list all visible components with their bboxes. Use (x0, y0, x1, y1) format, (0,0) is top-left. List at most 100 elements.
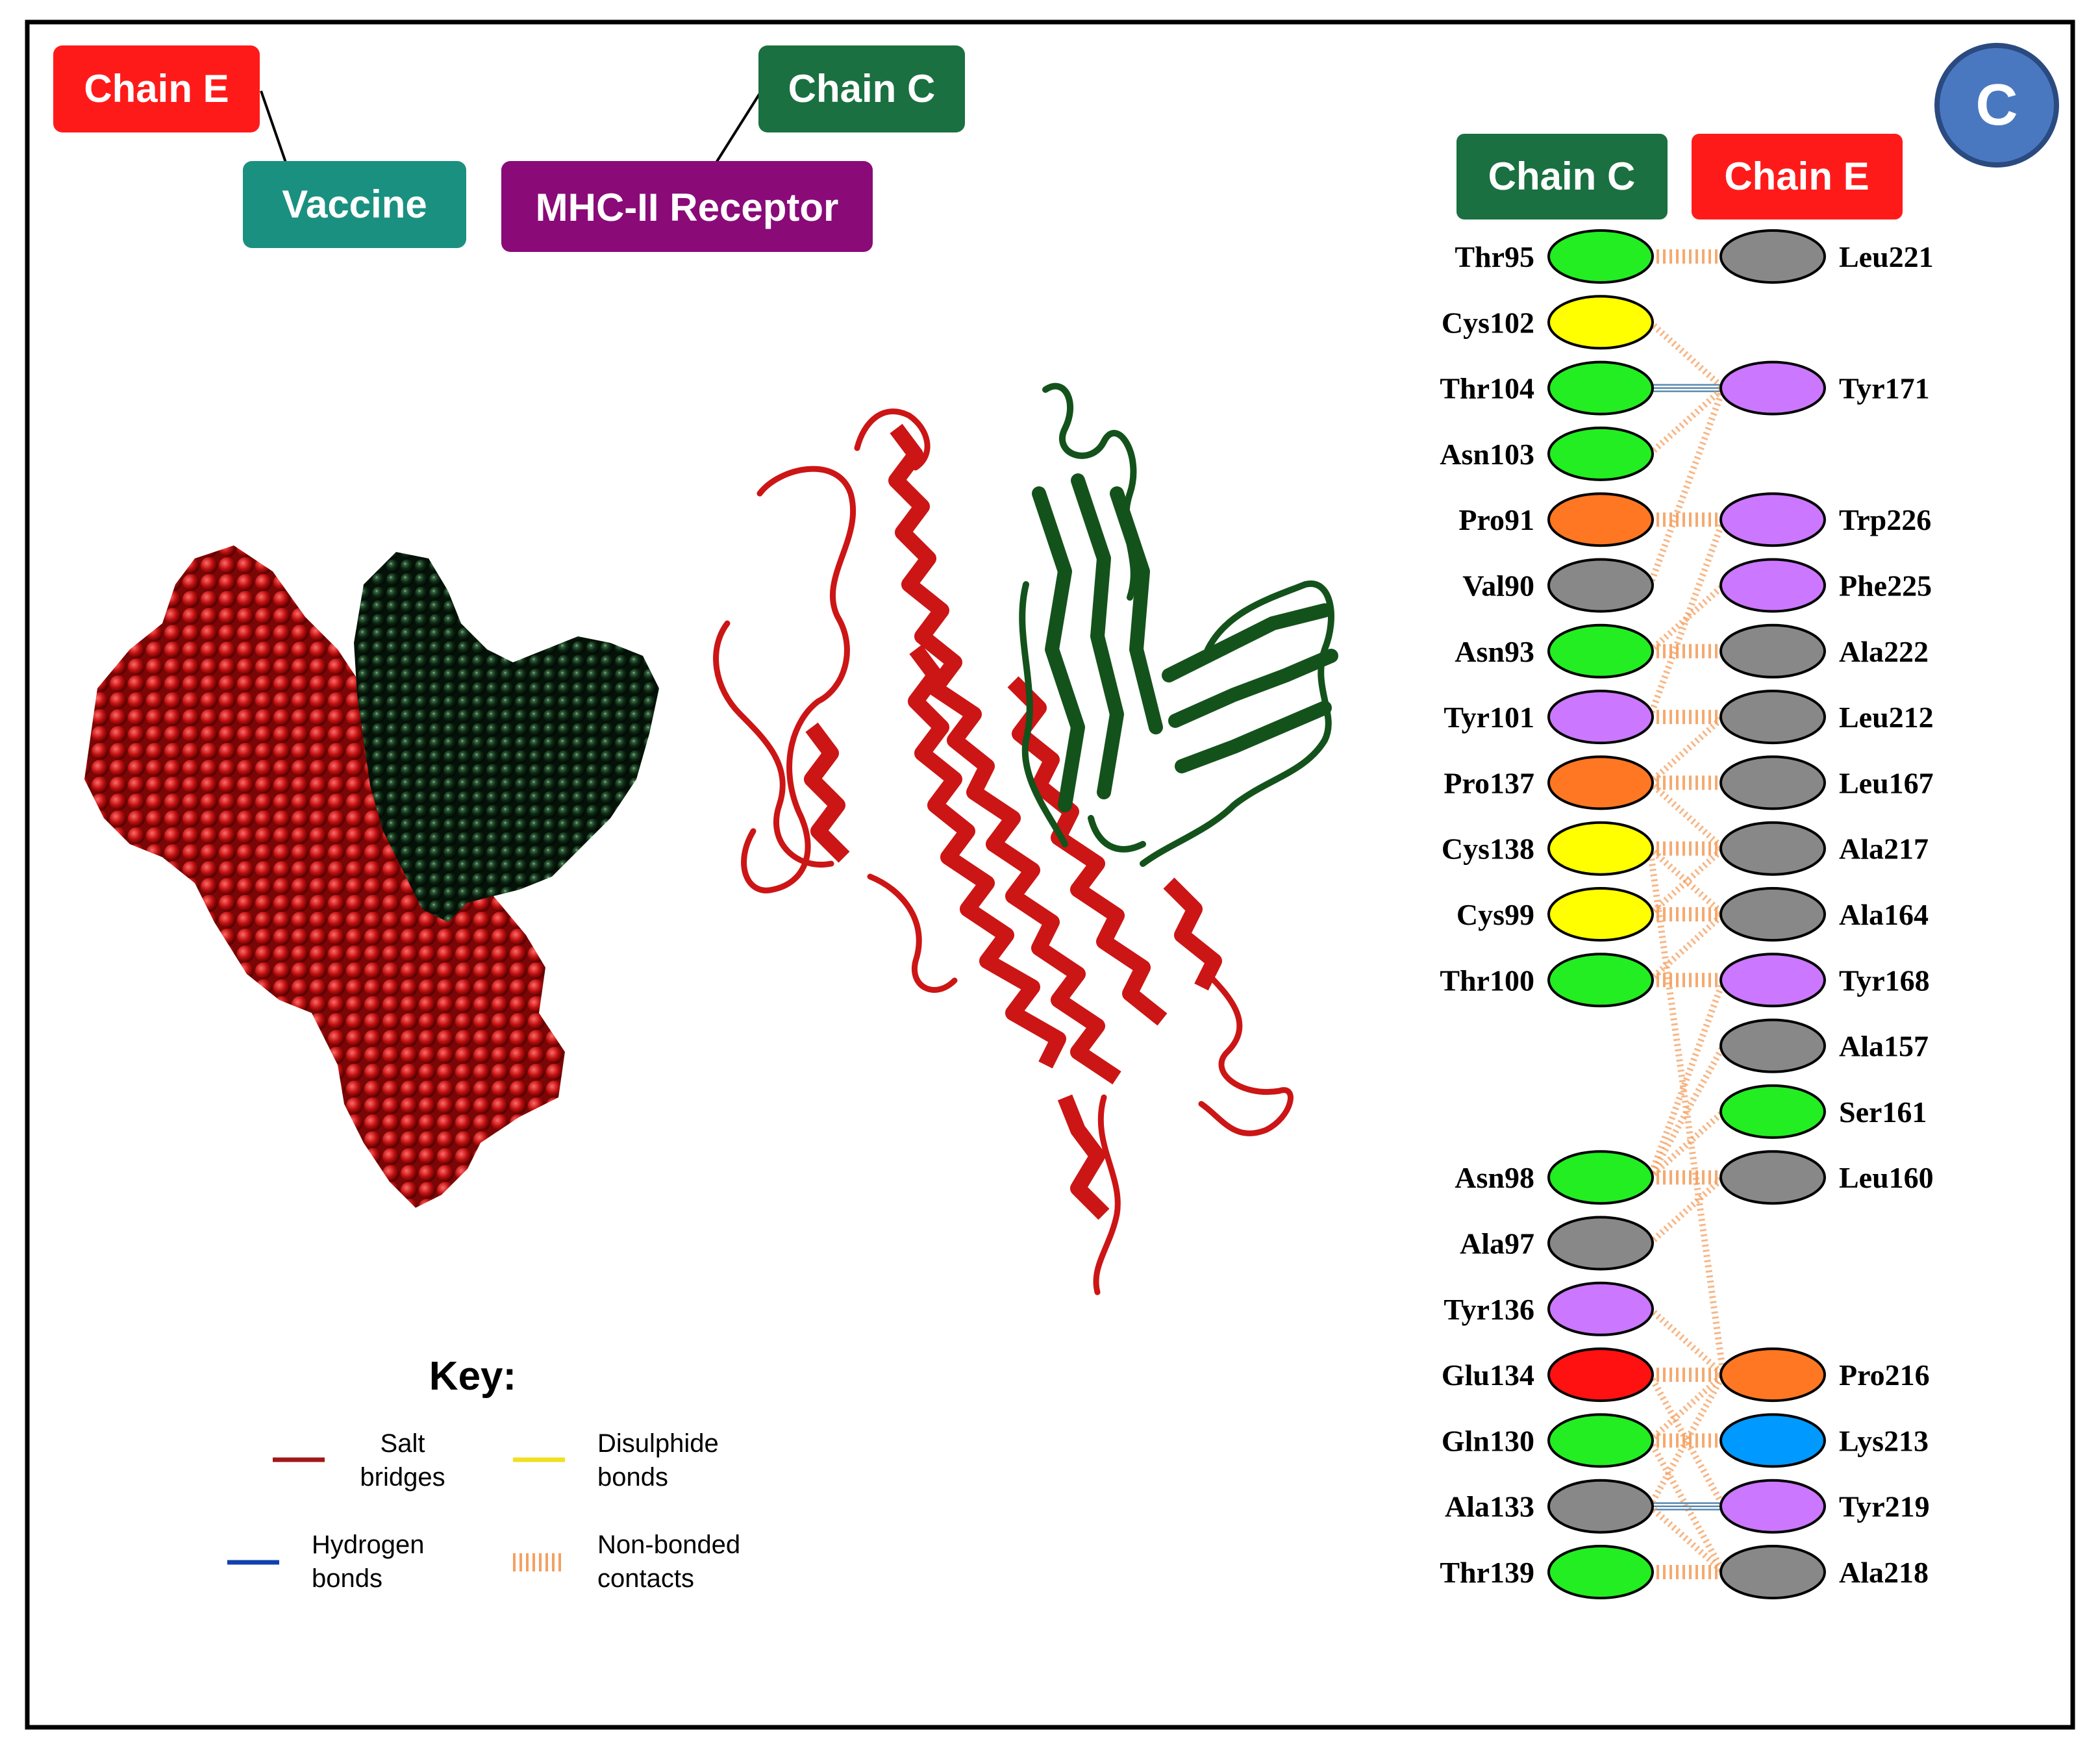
chain-c-label: Chain C (758, 45, 965, 132)
nonbonded-contact-line (1647, 1373, 1727, 1508)
nonbonded-contact-line (1647, 1373, 1727, 1508)
residue-ellipse (1719, 887, 1826, 942)
residue-thr95: Thr95 (1455, 229, 1654, 284)
residue-label: Thr104 (1440, 372, 1534, 405)
nonbonded-contact-line (1647, 714, 1726, 786)
residue-ellipse (1547, 229, 1654, 284)
residue-label: Thr139 (1440, 1556, 1534, 1589)
residue-label: Pro91 (1458, 503, 1534, 536)
residue-ellipse (1719, 1150, 1826, 1205)
residue-val90: Val90 (1462, 558, 1654, 613)
nonbonded-contact-line (1647, 319, 1726, 391)
vaccine-space-filling-model (84, 545, 565, 1208)
receptor-ribbon-model (1019, 382, 1338, 867)
residue-label: Tyr219 (1839, 1490, 1930, 1523)
residue-label: Leu212 (1839, 701, 1934, 734)
residue-tyr101: Tyr101 (1444, 690, 1654, 745)
residue-label: Phe225 (1839, 569, 1932, 603)
nonbonded-contact-line (1647, 845, 1726, 917)
vaccine-ribbon-model (713, 408, 1294, 1295)
residue-glu134: Glu134 (1442, 1347, 1654, 1403)
residue-thr100: Thr100 (1440, 953, 1654, 1008)
svg-text:Chain C: Chain C (1488, 155, 1636, 198)
residue-label: Leu167 (1839, 766, 1934, 799)
interaction-lines (1647, 249, 1727, 1579)
residue-ellipse (1547, 1413, 1654, 1468)
svg-text:Non-bonded: Non-bonded (597, 1531, 740, 1559)
nonbonded-contact-line (1647, 386, 1727, 587)
residue-tyr219: Tyr219 (1719, 1479, 1930, 1534)
residue-ellipse (1719, 1545, 1826, 1599)
chain-c-connector (713, 82, 768, 167)
residue-cys102: Cys102 (1442, 295, 1654, 350)
nonbonded-contact-line (1647, 1438, 1727, 1574)
residue-ellipse (1719, 1084, 1826, 1139)
nonbonded-contact-line (1647, 912, 1726, 983)
residue-label: Ala157 (1839, 1030, 1929, 1063)
chain-e-label: Chain E (53, 45, 260, 132)
residue-phe225: Phe225 (1719, 558, 1932, 613)
residue-label: Tyr171 (1839, 372, 1930, 405)
residue-label: Cys102 (1442, 306, 1534, 339)
nonbonded-contact-line (1647, 979, 1727, 1179)
residue-ellipse (1547, 1347, 1654, 1403)
residue-label: Thr100 (1440, 964, 1534, 997)
residue-label: Tyr101 (1444, 701, 1534, 734)
interaction-key: Key: Salt bridges Disulphide bonds Hydro… (227, 1354, 740, 1593)
residue-tyr168: Tyr168 (1719, 953, 1930, 1008)
residue-ala164: Ala164 (1719, 887, 1929, 942)
residue-ellipse (1547, 1216, 1654, 1271)
residue-label: Gln130 (1442, 1424, 1534, 1457)
residue-ala133: Ala133 (1445, 1479, 1654, 1534)
residue-ellipse (1719, 492, 1826, 547)
residue-tyr136: Tyr136 (1444, 1281, 1654, 1336)
residue-label: Val90 (1462, 569, 1534, 603)
key-nonbonded-swatch (513, 1553, 561, 1571)
residue-ellipse (1719, 1479, 1826, 1534)
residue-pro137: Pro137 (1444, 755, 1654, 810)
chain-e-residue-column: Leu221 Tyr171 Trp226 Phe225 Ala222 Leu212 Leu1… (1719, 229, 1934, 1599)
residue-ellipse (1719, 1413, 1826, 1468)
residue-ellipse (1547, 887, 1654, 942)
nonbonded-contact-line (1647, 1175, 1726, 1246)
residue-label: Tyr136 (1444, 1293, 1534, 1326)
residue-ellipse (1719, 229, 1826, 284)
residue-ellipse (1719, 1347, 1826, 1403)
residue-ellipse (1547, 1150, 1654, 1205)
svg-text:Hydrogen: Hydrogen (312, 1531, 424, 1559)
residue-label: Cys138 (1442, 832, 1534, 866)
nonbonded-contact-line (1647, 1109, 1726, 1180)
interface-header-chain-e: Chain E (1692, 134, 1903, 219)
residue-ellipse (1547, 1479, 1654, 1534)
residue-ellipse (1719, 623, 1826, 679)
residue-thr139: Thr139 (1440, 1545, 1654, 1599)
residue-asn98: Asn98 (1455, 1150, 1654, 1205)
residue-leu212: Leu212 (1719, 690, 1934, 745)
residue-ellipse (1547, 558, 1654, 613)
vaccine-label: Vaccine (243, 161, 466, 248)
residue-trp226: Trp226 (1719, 492, 1931, 547)
residue-label: Asn93 (1455, 635, 1534, 668)
svg-text:Chain C: Chain C (788, 67, 936, 110)
receptor-space-filling-model (354, 552, 659, 922)
residue-label: Cys99 (1456, 898, 1534, 931)
residue-ellipse (1547, 295, 1654, 350)
svg-text:bonds: bonds (312, 1564, 382, 1593)
residue-cys99: Cys99 (1456, 887, 1654, 942)
residue-ellipse (1547, 953, 1654, 1008)
svg-text:Vaccine: Vaccine (282, 182, 427, 226)
residue-label: Pro137 (1444, 766, 1534, 799)
residue-ellipse (1547, 821, 1654, 876)
nonbonded-contact-line (1647, 845, 1726, 917)
residue-label: Ala222 (1839, 635, 1929, 668)
svg-text:bridges: bridges (360, 1463, 445, 1492)
residue-ala222: Ala222 (1719, 623, 1929, 679)
residue-label: Pro216 (1839, 1358, 1930, 1392)
svg-text:contacts: contacts (597, 1564, 694, 1593)
residue-label: Tyr168 (1839, 964, 1930, 997)
residue-ellipse (1719, 558, 1826, 613)
residue-ala217: Ala217 (1719, 821, 1929, 876)
residue-ala157: Ala157 (1719, 1018, 1929, 1073)
residue-ellipse (1547, 1545, 1654, 1599)
residue-label: Ala164 (1839, 898, 1929, 931)
